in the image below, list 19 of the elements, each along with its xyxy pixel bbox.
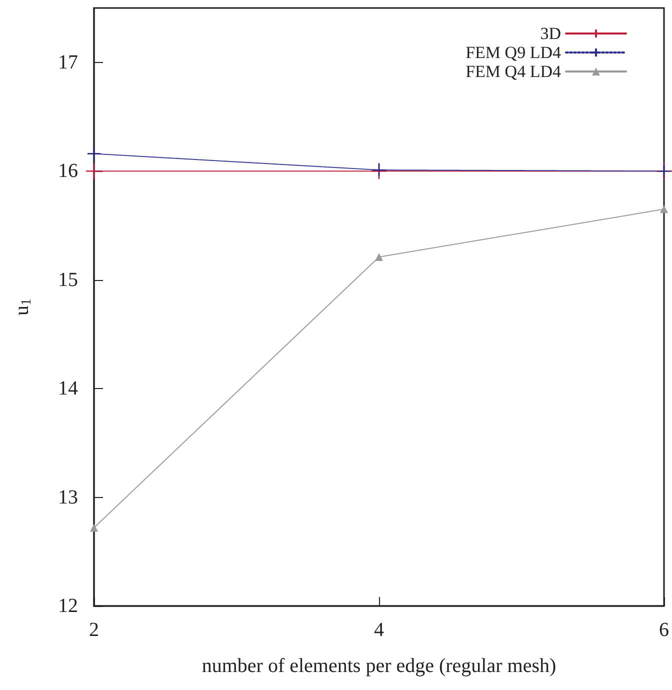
legend-label: FEM Q4 LD4 [466,62,562,81]
point [86,146,102,161]
x-axis-title: number of elements per edge (regular mesh) [202,655,556,677]
y-tick-label: 17 [58,51,78,74]
y-axis-title: u1 [11,298,34,316]
x-tick-label: 6 [659,619,669,641]
legend-label: FEM Q9 LD4 [466,43,562,62]
point [90,524,98,532]
x-tick-label: 2 [89,619,99,641]
y-tick-label: 12 [58,595,78,617]
legend-label: 3D [540,24,561,43]
y-tick-label: 13 [58,486,78,508]
y-tick-label: 16 [58,160,78,182]
point [375,252,383,261]
point [660,205,668,214]
y-tick-label: 14 [58,378,78,400]
x-tick-label: 4 [374,619,384,641]
point [85,162,103,180]
y-tick-label: 15 [58,268,78,291]
